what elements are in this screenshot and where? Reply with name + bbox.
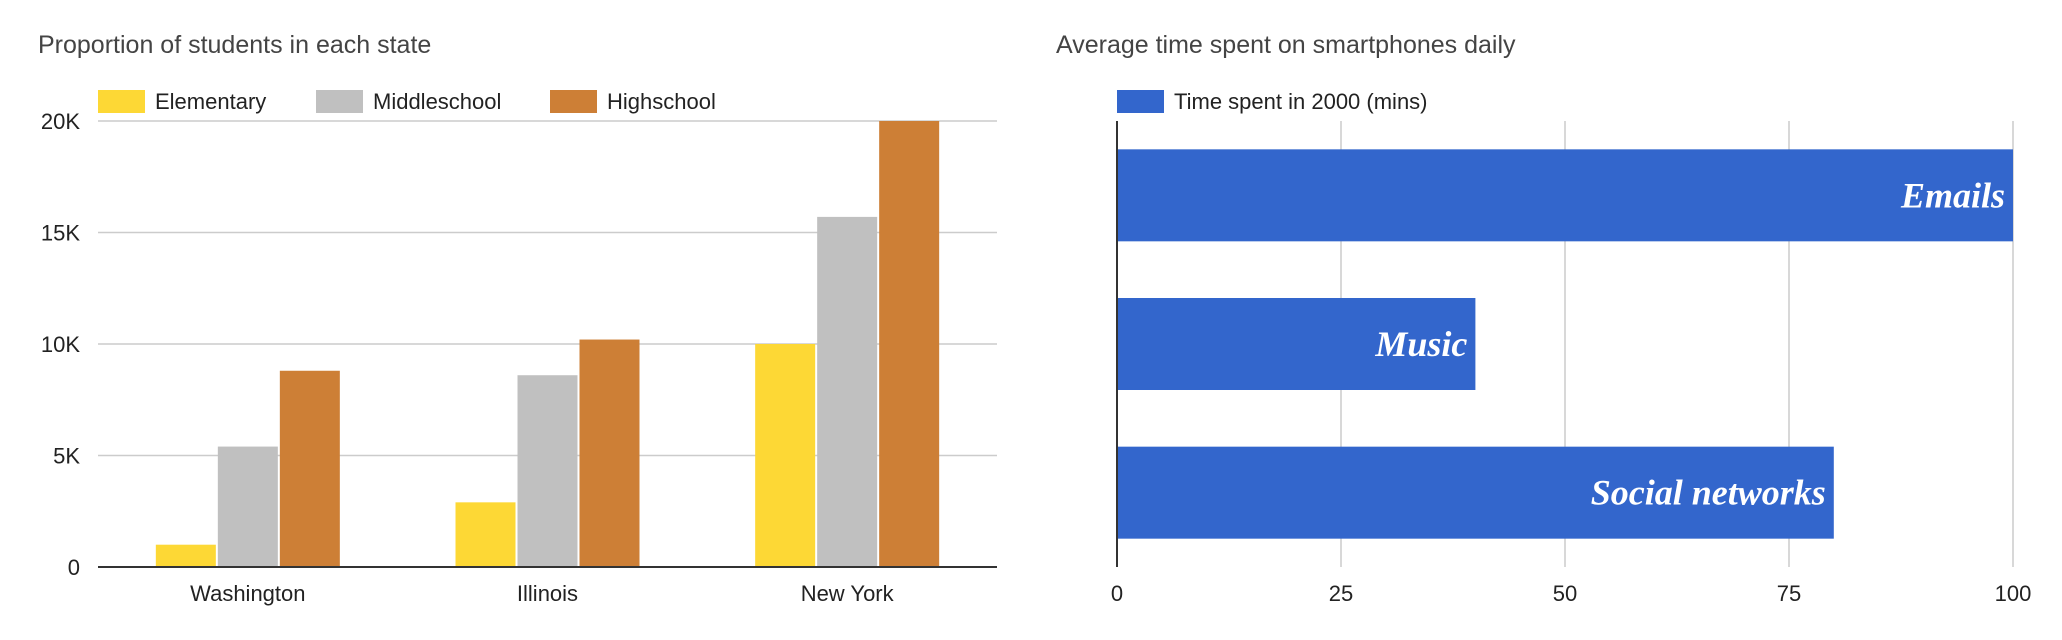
smartphone-chart-x-axis: 0 25 50 75 100 [1111,581,2031,606]
smartphone-chart-legend: Time spent in 2000 (mins) [1117,89,1428,114]
bar-label-music: Music [1374,324,1467,364]
legend-swatch-0 [98,90,145,113]
smartphone-chart: Average time spent on smartphones daily … [1056,31,2031,606]
bar-label-social-networks: Social networks [1591,473,1826,513]
bar-new-york-middleschool [817,216,878,567]
bar-new-york-elementary [755,344,816,567]
students-chart: Proportion of students in each state Ele… [38,31,997,606]
x-tick-label: 75 [1777,581,1801,606]
legend-label-1: Middleschool [373,89,501,114]
legend-swatch-0 [1117,90,1164,113]
bar-illinois-highschool [579,339,640,567]
bar-washington-elementary [155,544,216,567]
legend-label-0: Elementary [155,89,266,114]
y-tick-label: 10K [41,332,80,357]
bar-illinois-elementary [455,502,516,567]
bar-music [1117,298,1476,390]
bar-social-networks [1117,446,1834,539]
bar-new-york-highschool [879,121,940,567]
y-tick-label: 20K [41,109,80,134]
bar-illinois-middleschool [517,375,578,567]
legend-label-2: Highschool [607,89,716,114]
x-tick-label: 0 [1111,581,1123,606]
smartphone-chart-bars: Emails Music Social networks [1117,149,2013,539]
smartphone-chart-title: Average time spent on smartphones daily [1056,31,1516,59]
x-tick-label: 25 [1329,581,1353,606]
bar-washington-middleschool [217,446,278,567]
x-tick-label: 50 [1553,581,1577,606]
bar-label-emails: Emails [1900,175,2005,215]
legend-label-0: Time spent in 2000 (mins) [1174,89,1428,114]
y-tick-label: 15K [41,221,80,246]
x-tick-label: 100 [1995,581,2032,606]
students-chart-y-axis: 0 5K 10K 15K 20K [41,109,80,580]
x-tick-label: Washington [190,581,305,606]
students-chart-legend: Elementary Middleschool Highschool [98,89,716,114]
bar-emails [1117,149,2013,242]
x-tick-label: New York [801,581,895,606]
legend-swatch-2 [550,90,597,113]
y-tick-label: 5K [53,444,80,469]
legend-swatch-1 [316,90,363,113]
students-chart-bars [155,121,940,567]
students-chart-title: Proportion of students in each state [38,31,431,59]
x-tick-label: Illinois [517,581,578,606]
students-chart-x-axis: Washington Illinois New York [190,581,894,606]
y-tick-label: 0 [68,555,80,580]
bar-washington-highschool [279,370,340,567]
